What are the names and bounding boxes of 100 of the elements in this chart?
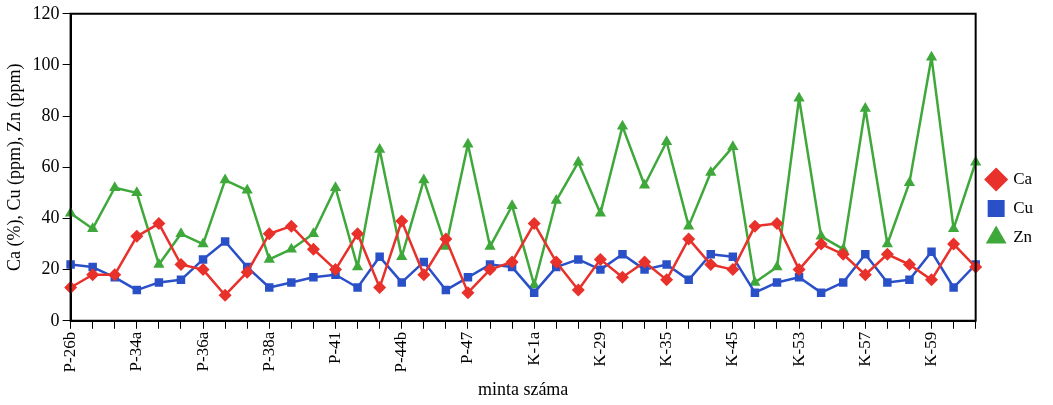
- point: [108, 268, 122, 282]
- point: [572, 155, 584, 166]
- x-tick-label: K-45: [722, 331, 742, 367]
- legend-label: Zn: [1013, 226, 1033, 246]
- point: [484, 240, 496, 250]
- point: [329, 263, 342, 277]
- x-tick-label: K-1a: [523, 331, 543, 366]
- point: [174, 258, 188, 271]
- point: [949, 283, 958, 292]
- point: [638, 255, 652, 269]
- point: [506, 199, 518, 209]
- x-tick-label: K-35: [656, 331, 676, 367]
- y-tick-label: 120: [32, 2, 60, 23]
- point: [241, 183, 253, 194]
- point: [527, 217, 541, 231]
- point: [727, 140, 739, 151]
- legend-label: Cu: [1013, 197, 1034, 217]
- point: [770, 217, 784, 231]
- point: [683, 219, 695, 230]
- point: [439, 232, 453, 246]
- point: [618, 250, 627, 259]
- point: [927, 247, 936, 256]
- point: [462, 137, 474, 148]
- point: [660, 273, 674, 287]
- x-tick-label: P-47: [457, 331, 477, 364]
- point: [550, 194, 562, 204]
- point: [218, 288, 232, 302]
- point: [858, 268, 872, 282]
- x-tick-label: K-53: [788, 331, 808, 367]
- point: [395, 214, 409, 228]
- point: [883, 278, 892, 287]
- y-tick-label: 20: [41, 258, 60, 279]
- point: [463, 273, 473, 282]
- point: [881, 237, 893, 248]
- point: [705, 165, 717, 176]
- y-tick-label: 60: [41, 156, 60, 177]
- point: [638, 178, 651, 189]
- point: [947, 237, 961, 251]
- x-tick-label: P-44b: [391, 331, 411, 373]
- point: [594, 206, 607, 217]
- point: [109, 181, 121, 192]
- point: [86, 268, 100, 282]
- point: [571, 283, 585, 297]
- point: [792, 263, 806, 277]
- point: [265, 283, 274, 292]
- point: [684, 275, 693, 285]
- point: [615, 270, 629, 284]
- point: [307, 227, 320, 238]
- point: [374, 142, 386, 153]
- point: [461, 286, 475, 300]
- point: [153, 258, 165, 268]
- y-tick-label: 100: [32, 53, 60, 74]
- point: [483, 263, 497, 277]
- point: [130, 229, 144, 243]
- point: [373, 281, 387, 295]
- point: [574, 255, 583, 264]
- point: [309, 273, 318, 282]
- point: [505, 255, 519, 269]
- point: [87, 222, 99, 232]
- point: [593, 252, 607, 266]
- point: [196, 263, 210, 277]
- point: [375, 252, 384, 262]
- point: [925, 273, 939, 287]
- point: [353, 283, 362, 292]
- point: [219, 173, 231, 184]
- point: [838, 278, 848, 287]
- point: [902, 258, 916, 271]
- point: [772, 278, 782, 287]
- x-tick-label: P-34a: [126, 331, 146, 372]
- point: [793, 91, 805, 102]
- legend-label: Ca: [1013, 168, 1033, 188]
- point: [704, 258, 718, 271]
- point: [925, 50, 938, 61]
- point: [662, 260, 671, 269]
- x-tick-label: P-36a: [192, 331, 212, 372]
- point: [262, 227, 276, 241]
- point: [198, 255, 208, 264]
- x-tick-label: K-29: [589, 331, 609, 367]
- point: [417, 268, 431, 282]
- x-axis-title: minta száma: [477, 378, 569, 399]
- x-tick-label: P-41: [324, 331, 344, 364]
- point: [880, 247, 894, 261]
- point: [748, 219, 762, 233]
- point: [220, 237, 230, 246]
- point: [152, 217, 166, 231]
- y-tick-label: 80: [41, 104, 60, 125]
- point: [397, 278, 406, 287]
- point: [351, 227, 365, 241]
- y-tick-label: 0: [50, 309, 60, 330]
- point: [726, 263, 740, 277]
- point: [263, 252, 275, 263]
- x-tick-label: P-38a: [258, 331, 278, 372]
- x-tick-label: K-57: [854, 331, 874, 367]
- point: [682, 232, 696, 246]
- point: [660, 135, 673, 145]
- point: [306, 242, 320, 256]
- point: [750, 288, 760, 297]
- point: [529, 288, 539, 297]
- point: [596, 265, 605, 274]
- point: [418, 173, 430, 184]
